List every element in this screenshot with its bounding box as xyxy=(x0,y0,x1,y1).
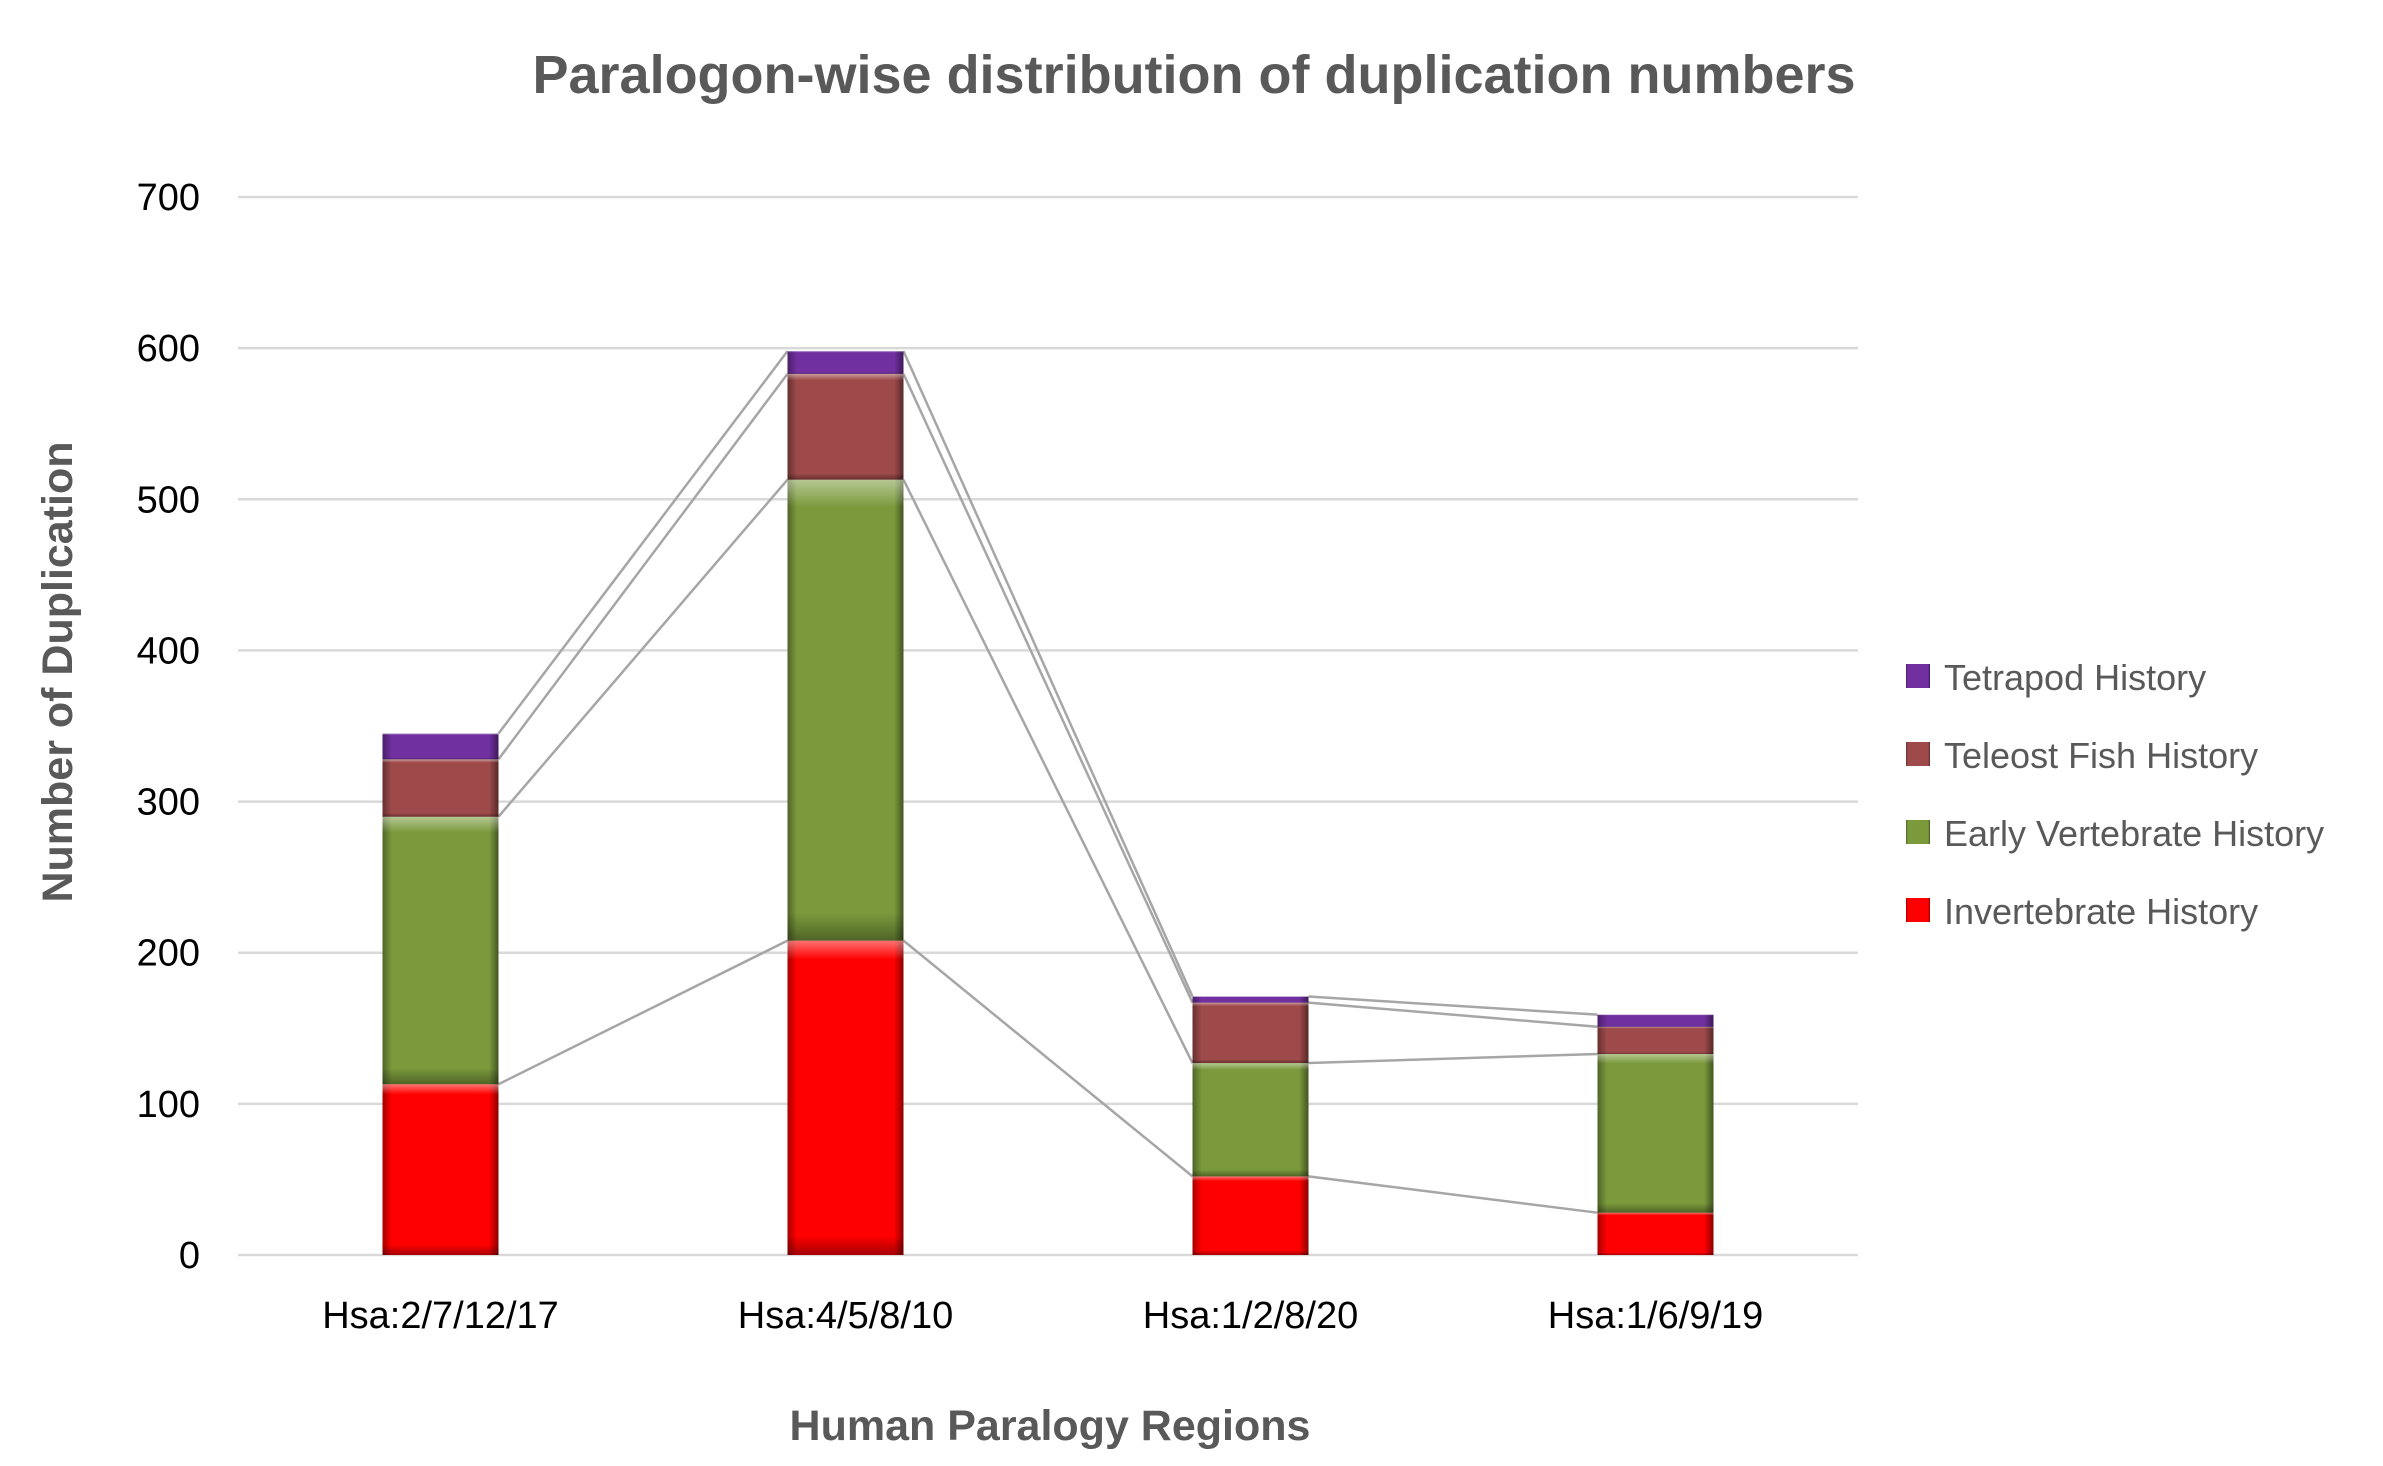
series-line xyxy=(497,939,789,1086)
bar-segment xyxy=(787,479,904,941)
bar-bevel xyxy=(787,479,904,941)
legend-item: Tetrapod History xyxy=(1906,657,2206,698)
x-axis-ticks: Hsa:2/7/12/17 Hsa:4/5/8/10 Hsa:1/2/8/20 Hsa… xyxy=(322,1295,1763,1337)
y-tick-label: 600 xyxy=(137,328,200,370)
legend-label: Teleost Fish History xyxy=(1944,735,2258,776)
legend-label: Tetrapod History xyxy=(1944,657,2206,698)
legend-swatch-bevel xyxy=(1906,898,1930,922)
legend-swatch-bevel xyxy=(1906,742,1930,766)
bar-bevel xyxy=(787,373,904,480)
bar-bevel xyxy=(1192,1063,1309,1177)
bar-segment xyxy=(1192,1063,1309,1177)
x-tick-label: Hsa:1/6/9/19 xyxy=(1548,1295,1763,1337)
series-lines xyxy=(497,350,1598,1214)
legend-swatch-bevel xyxy=(1906,820,1930,844)
legend-item: Invertebrate History xyxy=(1906,891,2258,932)
series-line xyxy=(497,350,789,735)
x-tick-label: Hsa:2/7/12/17 xyxy=(322,1295,559,1337)
legend-label: Invertebrate History xyxy=(1944,891,2258,932)
y-tick-label: 400 xyxy=(137,630,200,672)
bar-segment xyxy=(1597,1212,1714,1255)
legend: Tetrapod History Teleost Fish History Earl… xyxy=(1906,657,2324,932)
y-tick-label: 0 xyxy=(179,1235,200,1277)
y-tick-label: 100 xyxy=(137,1084,200,1126)
x-axis-title: Human Paralogy Regions xyxy=(790,1402,1311,1450)
bar-segment xyxy=(1192,996,1309,1003)
bar-bevel xyxy=(1192,996,1309,1003)
legend-label: Early Vertebrate History xyxy=(1944,813,2324,854)
bar-bevel xyxy=(1597,1026,1714,1054)
legend-item: Teleost Fish History xyxy=(1906,735,2258,776)
bar-segment xyxy=(787,373,904,480)
series-line xyxy=(902,939,1194,1178)
bars xyxy=(382,351,1714,1255)
series-line xyxy=(497,478,789,818)
gridlines xyxy=(238,195,1858,1257)
bar-segment xyxy=(382,733,499,760)
bar-bevel xyxy=(787,351,904,374)
x-tick-label: Hsa:4/5/8/10 xyxy=(738,1295,953,1337)
y-tick-label: 500 xyxy=(137,479,200,521)
bar-bevel xyxy=(1597,1053,1714,1213)
bar-bevel xyxy=(787,940,904,1255)
y-axis-ticks: 0 100 200 300 400 500 600 700 xyxy=(137,177,200,1277)
bar-segment xyxy=(1597,1053,1714,1213)
series-line xyxy=(902,479,1194,1064)
bar-bevel xyxy=(382,816,499,1085)
y-tick-label: 200 xyxy=(137,933,200,975)
bar-segment xyxy=(1597,1026,1714,1054)
bar-segment xyxy=(1597,1014,1714,1027)
y-tick-label: 700 xyxy=(137,177,200,219)
series-line xyxy=(1308,1052,1598,1065)
bar-bevel xyxy=(382,759,499,817)
series-line xyxy=(1308,1175,1598,1214)
bar-segment xyxy=(382,1084,499,1255)
series-line xyxy=(1308,1001,1598,1029)
legend-item: Early Vertebrate History xyxy=(1906,813,2324,854)
bar-segment xyxy=(1192,1002,1309,1064)
bar-bevel xyxy=(1597,1212,1714,1255)
series-line xyxy=(902,350,1194,998)
bar-segment xyxy=(787,940,904,1255)
bar-segment xyxy=(787,351,904,374)
x-tick-label: Hsa:1/2/8/20 xyxy=(1143,1295,1358,1337)
series-line xyxy=(497,373,789,761)
bar-segment xyxy=(382,816,499,1085)
legend-swatch-bevel xyxy=(1906,664,1930,688)
y-axis-title: Number of Duplication xyxy=(34,441,82,902)
bar-bevel xyxy=(1192,1002,1309,1064)
bar-bevel xyxy=(1192,1176,1309,1255)
series-line xyxy=(1308,995,1598,1016)
chart-title: Paralogon-wise distribution of duplicati… xyxy=(532,45,1855,105)
series-line xyxy=(902,373,1194,1004)
bar-bevel xyxy=(382,733,499,760)
bar-bevel xyxy=(1597,1014,1714,1027)
bar-bevel xyxy=(382,1084,499,1255)
bar-segment xyxy=(1192,1176,1309,1255)
y-tick-label: 300 xyxy=(137,782,200,824)
bar-segment xyxy=(382,759,499,817)
